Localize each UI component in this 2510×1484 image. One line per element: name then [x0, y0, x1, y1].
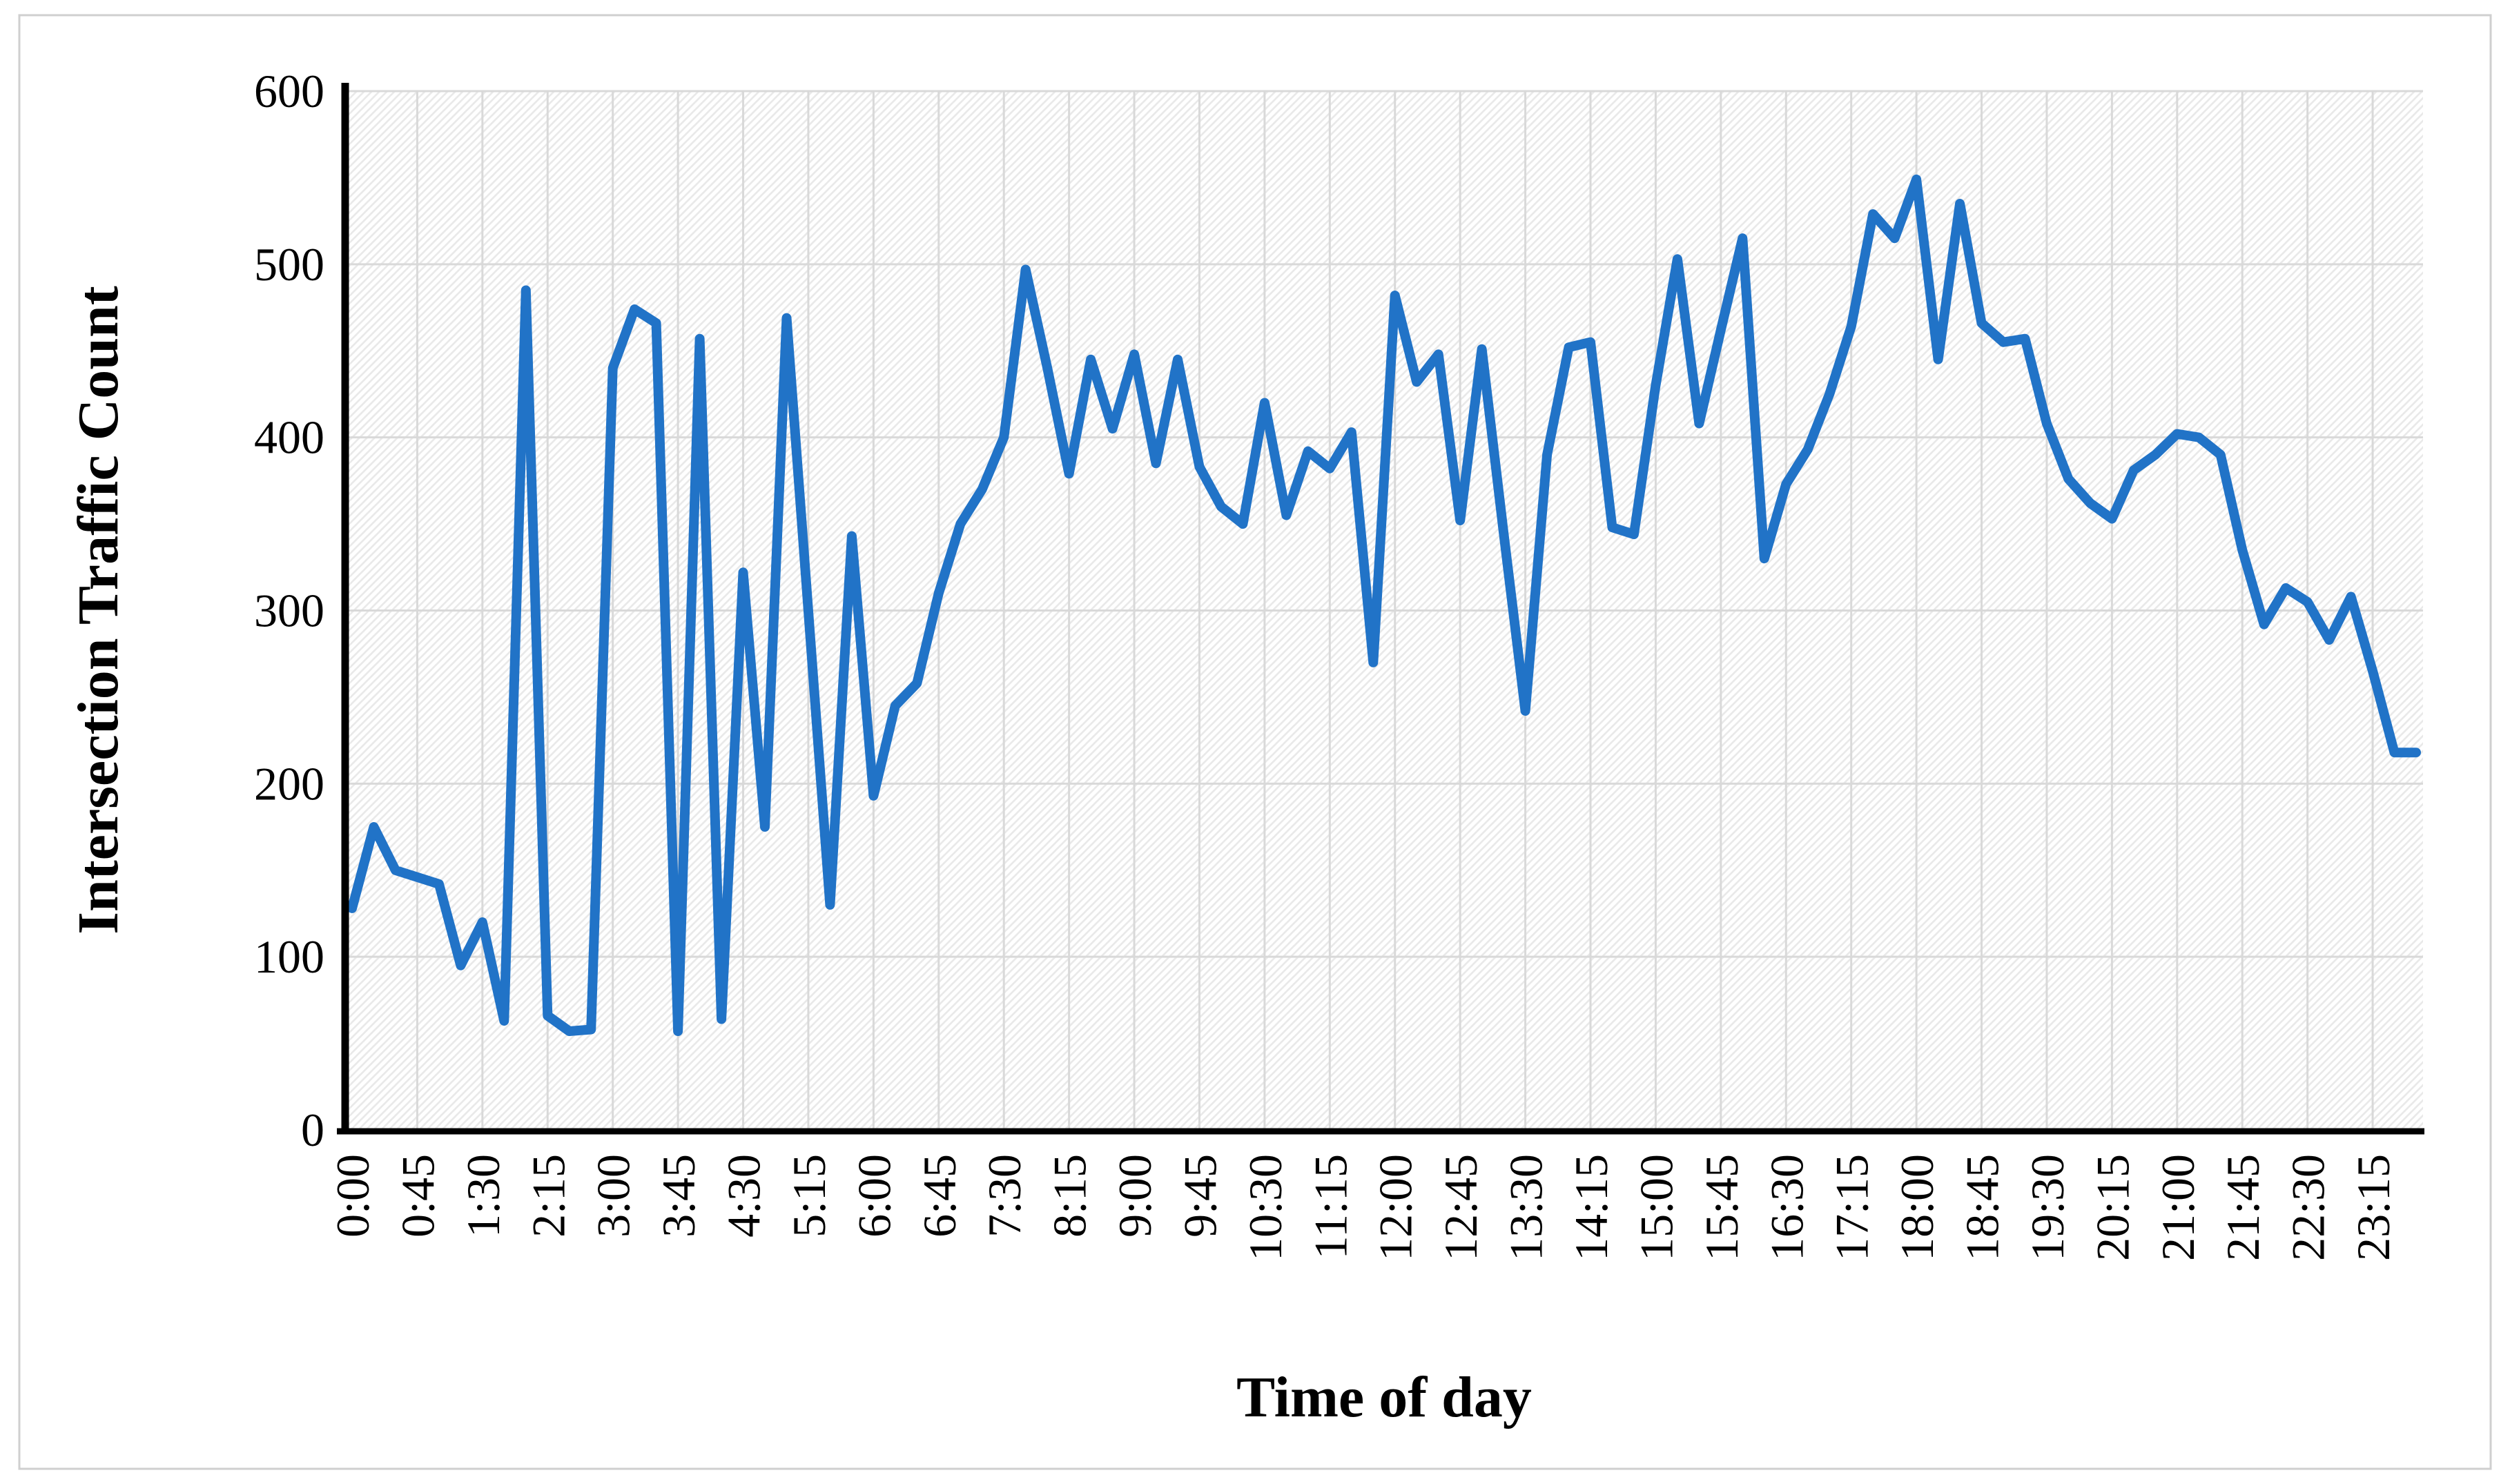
- x-tick-label-14:15: 14:15: [1565, 1154, 1617, 1261]
- x-tick-label-10:30: 10:30: [1239, 1154, 1292, 1261]
- x-tick-label-15:00: 15:00: [1630, 1154, 1682, 1261]
- data-series-group: [347, 174, 2421, 1036]
- x-tick-label-20:15: 20:15: [2086, 1154, 2139, 1261]
- x-axis-tick-labels: 0:00 0:45 1:30 2:15 3:00 3:45 4:30 5:15 6:00 6:45…: [327, 1154, 2400, 1261]
- traffic-count-line: [347, 174, 2421, 1036]
- x-tick-label-3:45: 3:45: [652, 1154, 705, 1238]
- x-tick-label-9:45: 9:45: [1174, 1154, 1226, 1238]
- y-tick-label-500: 500: [254, 238, 324, 291]
- x-tick-label-0:45: 0:45: [391, 1154, 444, 1238]
- x-tick-label-0:00: 0:00: [327, 1154, 379, 1238]
- y-tick-label-0: 0: [301, 1104, 324, 1156]
- x-axis-title: Time of day: [1236, 1365, 1532, 1429]
- y-axis-tick-labels: 0 100 200 300 400 500 600: [254, 65, 324, 1156]
- x-tick-label-16:30: 16:30: [1760, 1154, 1813, 1261]
- horizontal-gridlines: [345, 90, 2423, 958]
- x-tick-label-18:45: 18:45: [1956, 1154, 2009, 1261]
- vertical-gridlines: [416, 91, 2374, 1130]
- x-tick-label-21:00: 21:00: [2152, 1154, 2204, 1261]
- y-tick-label-300: 300: [254, 585, 324, 637]
- x-tick-label-21:45: 21:45: [2217, 1154, 2269, 1261]
- y-tick-label-600: 600: [254, 65, 324, 117]
- x-tick-label-23:15: 23:15: [2347, 1154, 2400, 1261]
- x-tick-label-12:45: 12:45: [1434, 1154, 1487, 1261]
- x-tick-label-17:15: 17:15: [1826, 1154, 1878, 1261]
- x-tick-label-8:15: 8:15: [1044, 1154, 1096, 1238]
- y-tick-label-200: 200: [254, 757, 324, 810]
- x-tick-label-7:30: 7:30: [978, 1154, 1031, 1238]
- x-tick-label-18:00: 18:00: [1891, 1154, 1943, 1261]
- x-tick-label-2:15: 2:15: [522, 1154, 574, 1238]
- x-tick-label-5:15: 5:15: [783, 1154, 835, 1238]
- x-tick-label-15:45: 15:45: [1695, 1154, 1748, 1261]
- x-tick-label-3:00: 3:00: [587, 1154, 640, 1238]
- x-tick-label-19:30: 19:30: [2021, 1154, 2074, 1261]
- y-axis-title: Intersection Traffic Count: [66, 286, 130, 934]
- x-tick-label-6:00: 6:00: [848, 1154, 900, 1238]
- x-tick-label-6:45: 6:45: [913, 1154, 966, 1238]
- y-tick-label-400: 400: [254, 411, 324, 464]
- x-tick-label-9:00: 9:00: [1109, 1154, 1161, 1238]
- x-tick-label-12:00: 12:00: [1370, 1154, 1422, 1261]
- x-tick-label-1:30: 1:30: [457, 1154, 509, 1238]
- y-tick-label-100: 100: [254, 930, 324, 983]
- x-tick-label-4:30: 4:30: [718, 1154, 770, 1238]
- x-tick-label-13:30: 13:30: [1500, 1154, 1553, 1261]
- x-tick-label-22:30: 22:30: [2282, 1154, 2335, 1261]
- x-tick-label-11:15: 11:15: [1304, 1154, 1356, 1259]
